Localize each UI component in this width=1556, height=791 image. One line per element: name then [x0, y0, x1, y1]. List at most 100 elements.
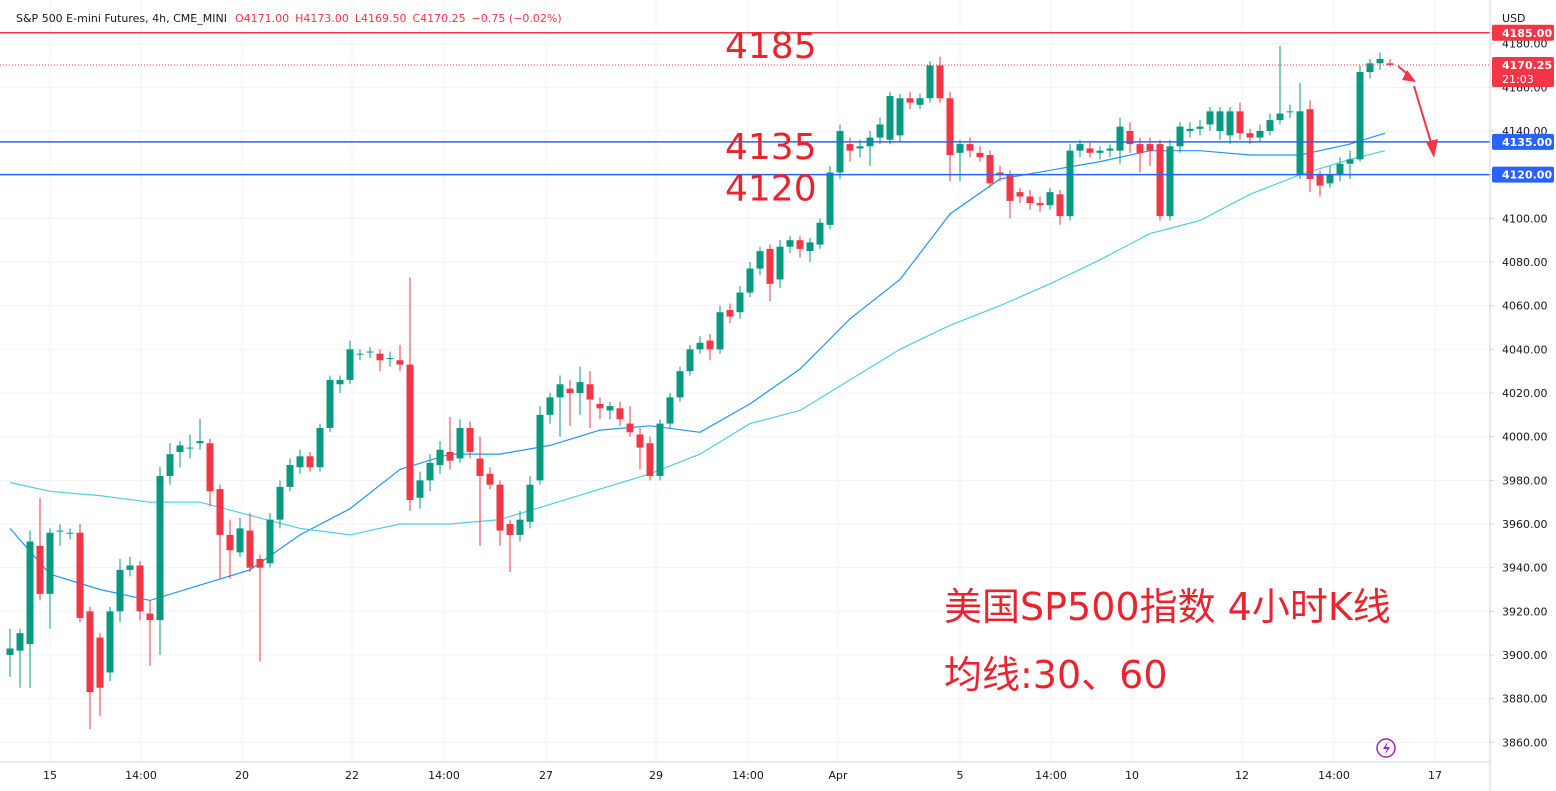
y-tick-label: 4020.00 [1502, 387, 1548, 400]
y-tick-label: 3960.00 [1502, 518, 1548, 531]
candle-body [496, 484, 504, 531]
candle-body [406, 364, 414, 500]
candle-body [1006, 174, 1014, 201]
candle-body [766, 248, 774, 284]
candle-body [236, 528, 244, 553]
alert-icon[interactable] [1376, 738, 1396, 758]
y-tick-label: 4040.00 [1502, 343, 1548, 356]
candles [6, 45, 1394, 730]
y-tick-label: 3880.00 [1502, 693, 1548, 706]
high: H4173.00 [295, 12, 349, 25]
candle-body [1196, 126, 1204, 129]
candle-body [1106, 148, 1114, 151]
candle-body [636, 434, 644, 448]
annotation: 均线:30、60 [944, 653, 1168, 697]
candle-body [1126, 131, 1134, 145]
candle-body [606, 406, 614, 411]
candle-body [436, 449, 444, 466]
x-tick-label: 12 [1235, 769, 1249, 782]
candle-body [1086, 148, 1094, 153]
candle-body [326, 379, 334, 428]
candle-body [796, 240, 804, 249]
level-label: 4120.00 [1502, 169, 1552, 182]
candle-body [1136, 144, 1144, 153]
candle-body [1046, 192, 1054, 206]
candle-body [696, 342, 704, 350]
candle-body [456, 427, 464, 459]
low: L4169.50 [355, 12, 407, 25]
change: −0.75 (−0.02%) [472, 12, 562, 25]
candle-body [1056, 194, 1064, 217]
header: S&P 500 E-mini Futures, 4h, CME_MINI O417… [16, 12, 562, 25]
candle-body [1256, 131, 1264, 138]
y-tick-label: 3900.00 [1502, 649, 1548, 662]
x-tick-label: 14:00 [125, 769, 157, 782]
candle-body [446, 451, 454, 461]
candle-body [916, 98, 924, 105]
candle-body [576, 382, 584, 394]
y-tick-label: 4100.00 [1502, 212, 1548, 225]
candle-body [306, 456, 314, 468]
candle-body [856, 146, 864, 149]
candle-body [106, 611, 114, 673]
candle-body [886, 96, 894, 140]
last-price-box [1492, 56, 1554, 87]
candle-body [826, 172, 834, 225]
candle-body [906, 98, 914, 103]
candle-body [1016, 192, 1024, 197]
candle-body [1356, 72, 1364, 160]
candle-body [996, 172, 1004, 175]
candle-body [1036, 203, 1044, 206]
countdown: 21:03 [1502, 73, 1534, 86]
candle-body [346, 349, 354, 380]
level-annotation: 4135 [725, 127, 817, 168]
candle-body [96, 637, 104, 688]
candle-body [366, 351, 374, 353]
annotation: 美国SP500指数 4小时K线 [944, 585, 1391, 629]
x-tick-label: Apr [828, 769, 848, 782]
candle-body [36, 545, 44, 594]
y-tick-label: 3860.00 [1502, 736, 1548, 749]
candle-body [716, 312, 724, 350]
level-label-box [1492, 166, 1554, 183]
candle-body [126, 565, 134, 570]
symbol: S&P 500 E-mini Futures, 4h, CME_MINI [16, 12, 227, 25]
x-tick-label: 17 [1428, 769, 1442, 782]
candle-body [136, 565, 144, 612]
candle-body [76, 532, 84, 618]
moving-average [9, 150, 1386, 536]
close: C4170.25 [413, 12, 466, 25]
candle-body [56, 530, 64, 532]
candle-body [1096, 150, 1104, 153]
candle-body [1236, 111, 1244, 134]
candle-body [386, 358, 394, 360]
x-tick-label: 14:00 [732, 769, 764, 782]
candle-body [286, 465, 294, 487]
candle-body [196, 441, 204, 444]
candle-body [1366, 63, 1374, 73]
candle-body [1286, 111, 1294, 113]
arrow [1413, 85, 1433, 147]
alert-bolt [1383, 741, 1390, 755]
candle-body [1186, 128, 1194, 132]
x-tick-label: 29 [649, 769, 663, 782]
candle-body [316, 427, 324, 468]
candle-body [1026, 196, 1034, 204]
candle-body [1306, 109, 1314, 180]
candle-body [16, 633, 24, 651]
candle-body [786, 240, 794, 247]
candle-body [676, 371, 684, 398]
level-annotation: 4120 [725, 169, 817, 210]
candle-body [246, 530, 254, 568]
candle-body [336, 379, 344, 385]
y-tick-label: 4000.00 [1502, 431, 1548, 444]
candle-body [506, 524, 514, 535]
candle-body [266, 519, 274, 564]
x-tick-label: 5 [957, 769, 964, 782]
candle-body [656, 423, 664, 476]
candle-body [6, 648, 14, 656]
x-tick-label: 27 [539, 769, 553, 782]
x-tick-label: 10 [1125, 769, 1139, 782]
candle-body [806, 242, 814, 252]
